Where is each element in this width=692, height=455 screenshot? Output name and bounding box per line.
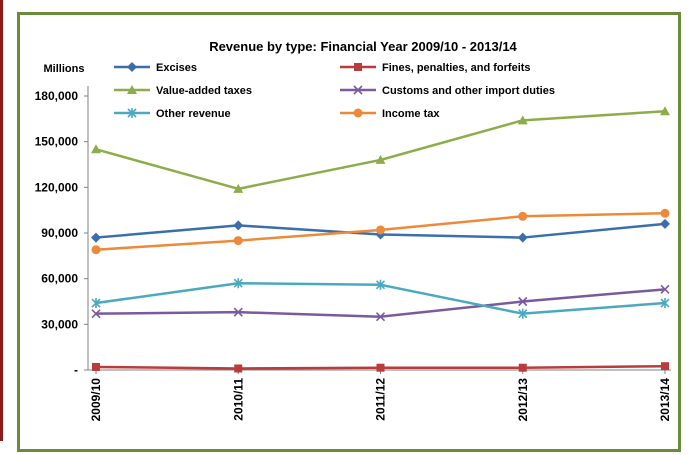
legend-item-fines-penalties-and-forfeits: Fines, penalties, and forfeits — [340, 62, 531, 74]
data-point-income-tax — [91, 245, 101, 255]
x-ticks: 2009/10 2010/11 2011/12 2012/13 2013/14 — [89, 370, 672, 421]
y-axis-label: Millions — [44, 63, 85, 75]
series-excises — [91, 218, 670, 243]
legend-marker — [353, 108, 363, 118]
data-point-excises — [91, 232, 101, 243]
series-other-revenue — [91, 278, 670, 319]
legend: Excises Fines, penalties, and forfeits Val… — [114, 62, 555, 120]
legend-label: Excises — [156, 62, 197, 74]
data-point-fines-penalties-and-forfeits — [518, 363, 527, 372]
x-tick-label: 2013/14 — [658, 378, 672, 422]
data-point-income-tax — [233, 236, 243, 246]
legend-marker — [127, 85, 137, 94]
data-point-customs-and-other-import-duties — [660, 284, 670, 294]
data-point-value-added-taxes — [517, 115, 528, 125]
data-point-fines-penalties-and-forfeits — [376, 363, 385, 372]
series-income-tax — [91, 208, 670, 255]
data-point-fines-penalties-and-forfeits — [234, 364, 243, 373]
line-chart: Revenue by type: Financial Year 2009/10 … — [35, 39, 672, 421]
legend-label: Fines, penalties, and forfeits — [382, 62, 531, 74]
data-point-other-revenue — [518, 308, 528, 319]
page-frame: Revenue by type: Financial Year 2009/10 … — [0, 0, 681, 452]
data-point-income-tax — [660, 208, 670, 218]
data-point-customs-and-other-import-duties — [91, 309, 101, 319]
data-point-excises — [517, 232, 528, 243]
data-point-income-tax — [518, 211, 528, 221]
x-tick-label: 2010/11 — [231, 378, 245, 421]
data-point-other-revenue — [233, 278, 243, 289]
y-tick-label: - — [74, 363, 78, 377]
data-point-value-added-taxes — [660, 106, 670, 116]
x-tick-label: 2009/10 — [89, 378, 103, 422]
y-tick-label: 30,000 — [41, 317, 78, 331]
legend-item-value-added-taxes: Value-added taxes — [114, 85, 252, 97]
chart-title: Revenue by type: Financial Year 2009/10 … — [209, 39, 517, 54]
legend-item-excises: Excises — [114, 62, 197, 74]
y-tick-label: 120,000 — [35, 180, 79, 194]
y-tick-label: 150,000 — [35, 135, 79, 149]
data-point-customs-and-other-import-duties — [233, 307, 243, 317]
data-point-income-tax — [376, 225, 385, 235]
chart-container: Revenue by type: Financial Year 2009/10 … — [17, 12, 681, 452]
data-point-other-revenue — [91, 298, 101, 309]
y-ticks: - 30,000 60,000 90,000 120,000 150,000 180,000 — [35, 89, 88, 377]
data-point-value-added-taxes — [91, 144, 101, 154]
legend-label: Customs and other import duties — [382, 85, 555, 97]
series-layer — [91, 106, 670, 373]
y-tick-label: 60,000 — [41, 272, 78, 286]
x-tick-label: 2011/12 — [374, 378, 388, 421]
series-fines-penalties-and-forfeits — [92, 362, 669, 373]
legend-marker — [354, 63, 362, 71]
data-point-value-added-taxes — [233, 183, 244, 193]
data-point-fines-penalties-and-forfeits — [92, 362, 100, 371]
y-tick-label: 180,000 — [35, 89, 79, 103]
data-point-other-revenue — [660, 298, 670, 309]
series-line-customs-and-other-import-duties — [95, 288, 666, 318]
legend-marker — [127, 108, 137, 118]
data-point-excises — [233, 220, 244, 231]
y-tick-label: 90,000 — [41, 226, 78, 240]
series-value-added-taxes — [91, 106, 670, 193]
data-point-customs-and-other-import-duties — [518, 296, 528, 307]
series-line-value-added-taxes — [95, 109, 666, 191]
legend-label: Value-added taxes — [156, 85, 252, 97]
legend-item-income-tax: Income tax — [340, 108, 440, 120]
legend-marker — [353, 85, 363, 95]
data-point-value-added-taxes — [375, 154, 386, 164]
x-tick-label: 2012/13 — [516, 378, 530, 422]
legend-label: Income tax — [382, 108, 440, 120]
data-point-customs-and-other-import-duties — [375, 312, 386, 322]
data-point-other-revenue — [375, 279, 386, 290]
data-point-excises — [660, 218, 670, 229]
legend-item-other-revenue: Other revenue — [114, 108, 231, 120]
legend-item-customs-and-other-import-duties: Customs and other import duties — [340, 85, 555, 97]
legend-label: Other revenue — [156, 108, 231, 120]
data-point-fines-penalties-and-forfeits — [661, 362, 669, 371]
series-customs-and-other-import-duties — [91, 284, 670, 322]
legend-marker — [127, 62, 137, 72]
